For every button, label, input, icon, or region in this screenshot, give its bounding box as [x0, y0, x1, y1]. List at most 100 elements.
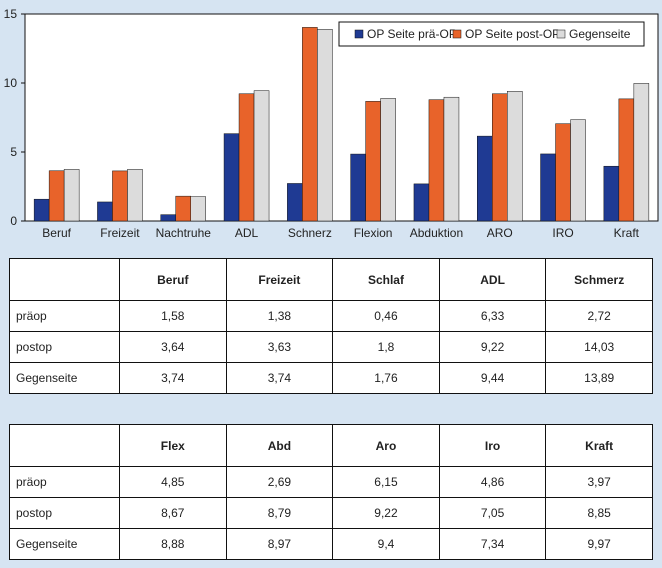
table-row: präop 1,58 1,38 0,46 6,33 2,72	[9, 300, 653, 332]
header-cell: Freizeit	[225, 258, 334, 301]
table-cell: 3,97	[545, 466, 653, 498]
table-cell: 13,89	[545, 362, 653, 394]
x-tick-label: Kraft	[614, 226, 640, 240]
bar-0	[350, 153, 366, 222]
legend-swatch-0	[354, 29, 364, 39]
x-tick-label: Abduktion	[410, 226, 463, 240]
x-tick-label: Nachtruhe	[156, 226, 212, 240]
row-label: präop	[9, 300, 120, 332]
bar-2	[253, 90, 270, 222]
row-label: Gegenseite	[9, 528, 120, 560]
bar-chart: 0 5 10 15 Beruf Freizeit Nachtruhe ADL Schnerz Fl…	[0, 0, 662, 248]
row-label: postop	[9, 331, 120, 363]
y-tick-label: 0	[10, 214, 17, 228]
header-cell	[9, 258, 120, 301]
table-cell: 2,72	[545, 300, 653, 332]
bar-1	[302, 27, 318, 222]
table-row: postop 3,64 3,63 1,8 9,22 14,03	[9, 331, 653, 363]
legend-label-1: OP Seite post-OP	[465, 27, 560, 41]
table-cell: 9,22	[332, 497, 440, 529]
legend-swatch-2	[556, 29, 566, 39]
table-cell: 8,79	[225, 497, 334, 529]
x-tick-label: Flexion	[354, 226, 393, 240]
table-header-row: Flex Abd Aro Iro Kraft	[9, 424, 653, 467]
table-cell: 1,8	[332, 331, 440, 363]
table-cell: 8,97	[225, 528, 334, 560]
table-cell: 9,22	[438, 331, 547, 363]
table-cell: 3,74	[225, 362, 334, 394]
header-cell: Abd	[225, 424, 334, 467]
table-cell: 6,15	[332, 466, 440, 498]
row-label: Gegenseite	[9, 362, 120, 394]
x-tick-label: ARO	[487, 226, 513, 240]
table-row: Gegenseite 3,74 3,74 1,76 9,44 13,89	[9, 362, 653, 394]
bar-1	[555, 123, 571, 222]
legend-swatch-1	[452, 29, 462, 39]
table-row: Gegenseite 8,88 8,97 9,4 7,34 9,97	[9, 528, 653, 560]
table-cell: 2,69	[225, 466, 334, 498]
table-row: postop 8,67 8,79 9,22 7,05 8,85	[9, 497, 653, 529]
table-cell: 9,4	[332, 528, 440, 560]
bar-2	[190, 196, 206, 222]
bar-1	[618, 98, 635, 222]
bar-1	[492, 93, 508, 222]
header-cell: Aro	[332, 424, 440, 467]
bar-1	[365, 101, 381, 222]
table-cell: 14,03	[545, 331, 653, 363]
bar-0	[97, 201, 113, 222]
table-header-row: Beruf Freizeit Schlaf ADL Schmerz	[9, 258, 653, 301]
bar-2	[507, 91, 523, 222]
row-label: postop	[9, 497, 120, 529]
bar-0	[413, 183, 430, 222]
legend-label-2: Gegenseite	[569, 27, 631, 41]
data-table-1: Beruf Freizeit Schlaf ADL Schmerz präop …	[9, 258, 653, 394]
table-cell: 3,63	[225, 331, 334, 363]
bar-2	[380, 98, 396, 222]
table-cell: 9,44	[438, 362, 547, 394]
header-cell: Iro	[438, 424, 547, 467]
table-cell: 1,76	[332, 362, 440, 394]
y-tick-label: 15	[4, 7, 18, 21]
header-cell: Schmerz	[545, 258, 653, 301]
bar-0	[33, 198, 50, 222]
header-cell: ADL	[438, 258, 547, 301]
table-cell: 4,85	[119, 466, 227, 498]
bar-2	[633, 83, 650, 222]
x-tick-label: Freizeit	[100, 226, 140, 240]
data-table-2: Flex Abd Aro Iro Kraft präop 4,85 2,69 6…	[9, 424, 653, 560]
x-tick-label: IRO	[552, 226, 573, 240]
header-cell: Flex	[119, 424, 227, 467]
table-cell: 8,88	[119, 528, 227, 560]
y-tick-label: 5	[10, 145, 17, 159]
y-tick-label: 10	[4, 76, 18, 90]
x-tick-label: Beruf	[42, 226, 71, 240]
bar-0	[287, 183, 303, 222]
bar-2	[317, 29, 333, 222]
bar-2	[63, 169, 80, 222]
bar-0	[477, 135, 493, 222]
table-cell: 4,86	[438, 466, 547, 498]
bar-0	[603, 165, 620, 222]
bar-1	[428, 99, 445, 222]
legend-box	[338, 21, 645, 47]
table-cell: 8,67	[119, 497, 227, 529]
x-tick-label: ADL	[235, 226, 259, 240]
header-cell	[9, 424, 120, 467]
bar-1	[175, 195, 191, 222]
table-cell: 8,85	[545, 497, 653, 529]
legend-label-0: OP Seite prä-OP	[367, 27, 457, 41]
bar-0	[223, 133, 240, 222]
bar-1	[112, 170, 128, 222]
x-tick-label: Schnerz	[288, 226, 332, 240]
table-cell: 9,97	[545, 528, 653, 560]
table-cell: 7,34	[438, 528, 547, 560]
table-cell: 0,46	[332, 300, 440, 332]
bar-1	[238, 93, 255, 222]
header-cell: Kraft	[545, 424, 653, 467]
table-row: präop 4,85 2,69 6,15 4,86 3,97	[9, 466, 653, 498]
bar-2	[443, 96, 460, 222]
bar-0	[160, 214, 176, 222]
table-cell: 3,74	[119, 362, 227, 394]
chart-canvas: 0 5 10 15 Beruf Freizeit Nachtruhe ADL Schnerz Fl…	[4, 7, 659, 240]
row-label: präop	[9, 466, 120, 498]
